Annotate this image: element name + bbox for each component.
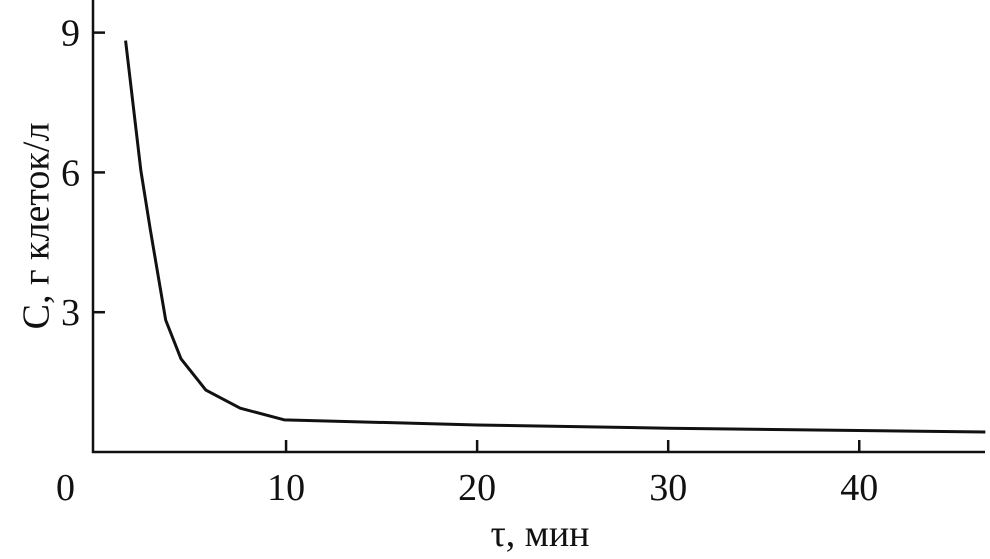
y-tick-label: 6 (61, 152, 80, 194)
y-axis-label: C, г клеток/л (16, 123, 58, 330)
x-tick-label: 30 (649, 467, 687, 509)
y-tick-label: 3 (61, 292, 80, 334)
x-axis-label: τ, мин (491, 513, 590, 555)
x-tick-label: 40 (840, 467, 878, 509)
x-tick-label: 20 (458, 467, 496, 509)
axes (91, 0, 985, 454)
y-tick-label: 9 (61, 13, 80, 55)
x-tick-label: 10 (267, 467, 305, 509)
line (124, 40, 986, 434)
x-tick-label: 0 (56, 467, 75, 509)
